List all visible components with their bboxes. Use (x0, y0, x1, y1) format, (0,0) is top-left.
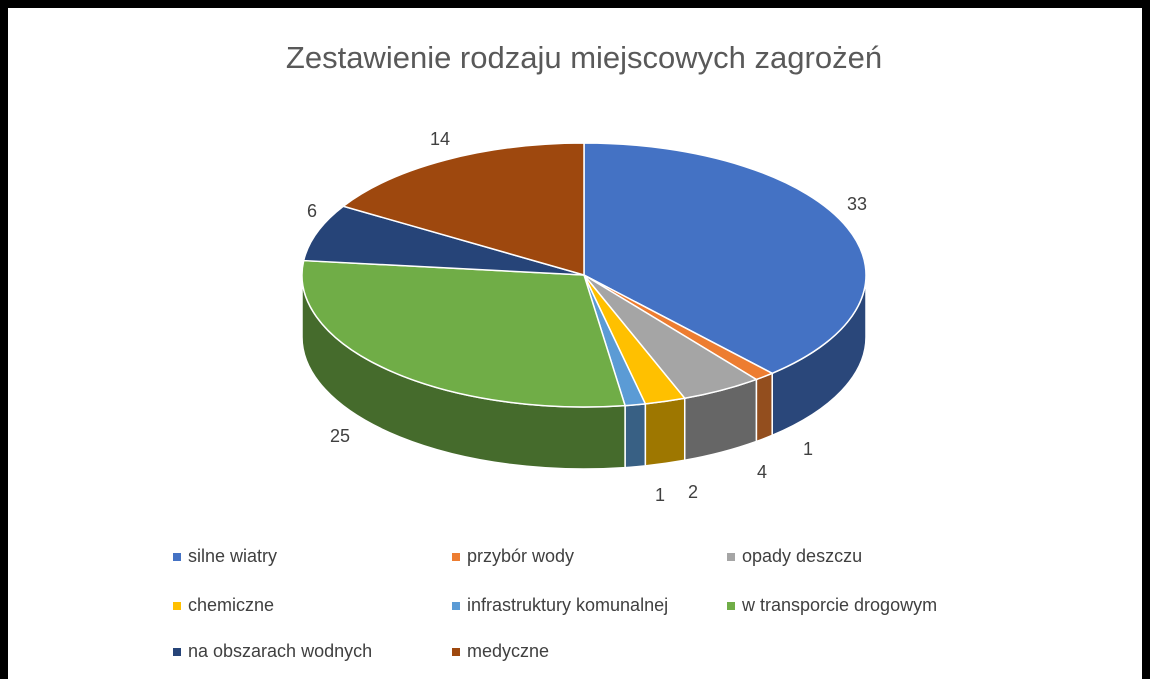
legend-swatch (173, 602, 181, 610)
slice-side (624, 403, 647, 469)
chart-title: Zestawienie rodzaju miejscowych zagrożeń (286, 40, 882, 75)
legend-swatch (173, 553, 181, 561)
legend-swatch (727, 553, 735, 561)
data-label: 25 (330, 426, 350, 446)
slice-side (644, 397, 686, 467)
data-label: 1 (655, 485, 665, 505)
legend-label: przybór wody (467, 546, 574, 566)
slice (301, 259, 627, 408)
data-label: 2 (688, 482, 698, 502)
data-label: 6 (307, 201, 317, 221)
data-label: 14 (430, 129, 450, 149)
legend-label: silne wiatry (188, 546, 277, 566)
legend-swatch (452, 648, 460, 656)
slice (302, 205, 585, 276)
legend-label: opady deszczu (742, 546, 862, 566)
slice-side (755, 372, 773, 443)
legend-label: chemiczne (188, 595, 274, 615)
legend-label: w transporcie drogowym (741, 595, 937, 615)
data-label: 1 (803, 439, 813, 459)
legend-swatch (727, 602, 735, 610)
legend-label: infrastruktury komunalnej (467, 595, 668, 615)
data-label: 4 (757, 462, 767, 482)
legend-swatch (173, 648, 181, 656)
legend-label: na obszarach wodnych (188, 641, 372, 661)
legend-swatch (452, 602, 460, 610)
legend-label: medyczne (467, 641, 549, 661)
legend-swatch (452, 553, 460, 561)
data-label: 33 (847, 194, 867, 214)
slice (583, 142, 867, 375)
slice (341, 142, 585, 276)
